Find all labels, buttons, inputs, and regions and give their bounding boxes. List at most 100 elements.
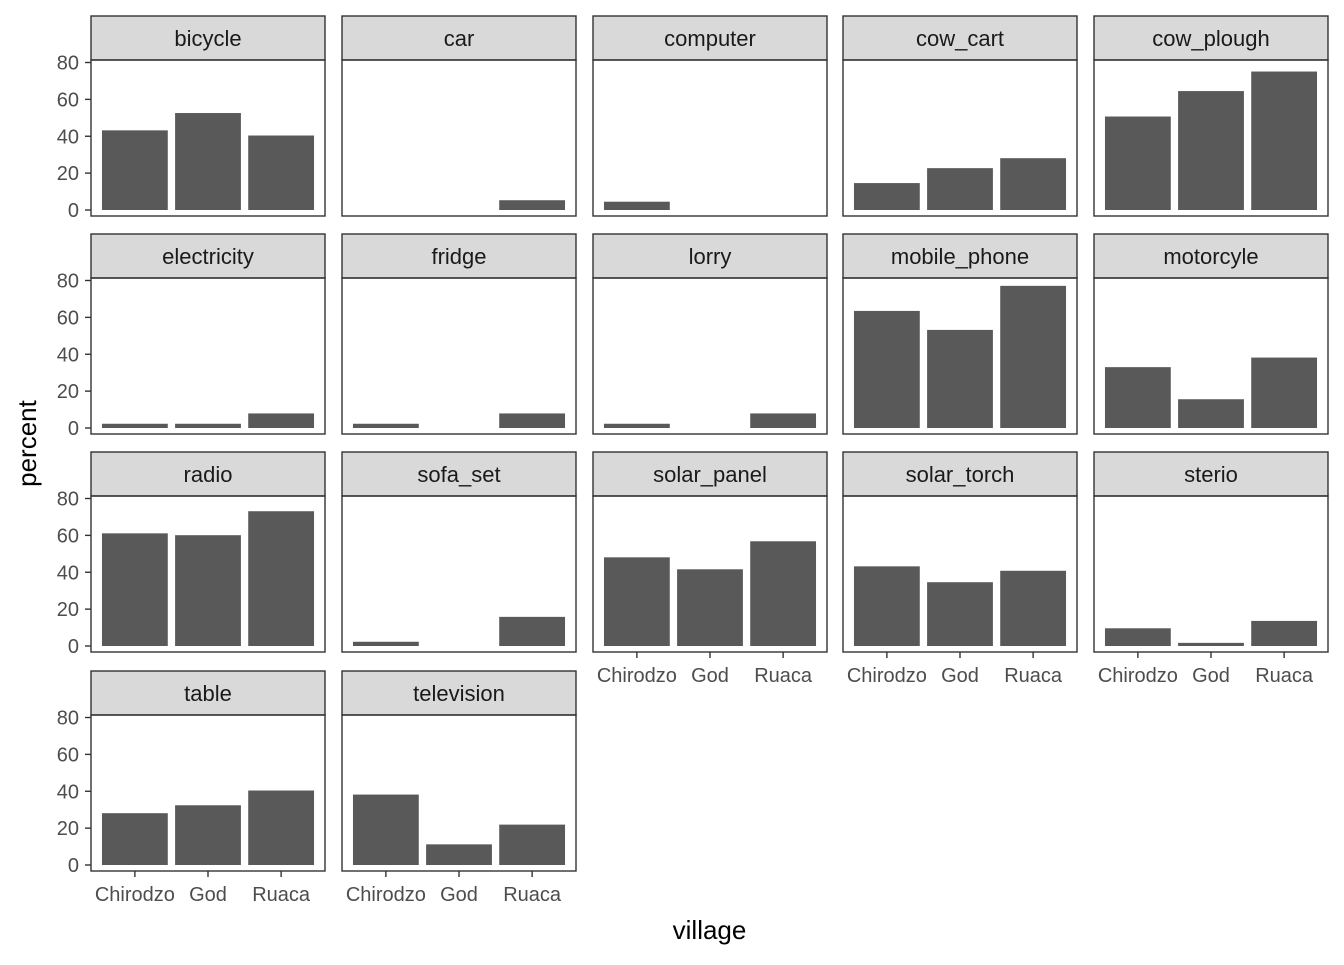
x-tick-label: God	[941, 665, 979, 687]
facet-strip	[842, 451, 1078, 497]
bar	[853, 310, 920, 428]
panel-border	[341, 495, 577, 653]
bar	[101, 533, 168, 646]
panel-border	[842, 277, 1078, 435]
bar	[1178, 91, 1244, 210]
y-tick-label: 20	[57, 163, 79, 185]
y-tick-label: 40	[57, 344, 79, 366]
x-tick-label: Ruaca	[1004, 665, 1063, 687]
bar	[352, 423, 419, 428]
facet-strip	[90, 670, 326, 716]
x-tick-label: Chirodzo	[346, 884, 426, 906]
y-tick-label: 20	[57, 381, 79, 403]
facet-strip	[592, 451, 828, 497]
x-tick-label: Ruaca	[252, 884, 311, 906]
y-tick-label: 80	[57, 489, 79, 511]
facet-strip-label: mobile_phone	[891, 244, 1029, 269]
panel-border	[1093, 277, 1329, 435]
bar	[248, 511, 315, 646]
facet-strip	[341, 233, 577, 279]
x-tick-label: God	[691, 665, 729, 687]
bar	[1000, 285, 1067, 428]
facet-strip	[592, 15, 828, 61]
y-tick-label: 0	[68, 636, 79, 658]
x-tick-label: Ruaca	[754, 665, 813, 687]
bar	[426, 844, 492, 865]
y-tick-label: 80	[57, 271, 79, 293]
bar	[248, 790, 315, 865]
x-tick-label: Chirodzo	[847, 665, 927, 687]
y-tick-label: 80	[57, 53, 79, 75]
bar	[603, 201, 670, 210]
facet-strip-label: solar_panel	[653, 462, 767, 487]
x-tick-label: God	[440, 884, 478, 906]
bar	[1251, 357, 1318, 428]
bar	[499, 413, 566, 428]
facet-strip	[1093, 451, 1329, 497]
bar	[175, 113, 241, 210]
bar	[175, 535, 241, 646]
panel-border	[90, 59, 326, 217]
facet-strip	[341, 451, 577, 497]
bar	[927, 582, 993, 646]
bar	[750, 541, 817, 646]
y-tick-label: 20	[57, 818, 79, 840]
facet-strip-label: bicycle	[174, 26, 241, 51]
facet-strip	[90, 233, 326, 279]
x-tick-label: God	[189, 884, 227, 906]
bar	[927, 329, 993, 428]
facet-strip	[842, 15, 1078, 61]
y-tick-label: 60	[57, 307, 79, 329]
y-tick-label: 40	[57, 781, 79, 803]
facet-strip-label: radio	[184, 462, 233, 487]
y-tick-label: 0	[68, 418, 79, 440]
bar	[1104, 367, 1171, 428]
facet-strip	[90, 15, 326, 61]
panel-border	[341, 277, 577, 435]
panel-border	[592, 277, 828, 435]
facet-strip-label: sofa_set	[417, 462, 500, 487]
facet-strip-label: computer	[664, 26, 756, 51]
y-tick-label: 60	[57, 89, 79, 111]
x-tick-label: Chirodzo	[1098, 665, 1178, 687]
bar	[1251, 620, 1318, 646]
y-tick-label: 20	[57, 599, 79, 621]
x-tick-label: Ruaca	[503, 884, 562, 906]
bar	[677, 569, 743, 646]
bar	[603, 557, 670, 646]
y-tick-label: 40	[57, 126, 79, 148]
facet-strip-label: table	[184, 681, 232, 706]
panel-border	[341, 59, 577, 217]
facet-strip-label: sterio	[1184, 462, 1238, 487]
y-tick-label: 80	[57, 708, 79, 730]
y-tick-label: 60	[57, 525, 79, 547]
x-tick-label: Chirodzo	[597, 665, 677, 687]
y-tick-label: 40	[57, 562, 79, 584]
facet-strip-label: electricity	[162, 244, 254, 269]
bar	[1178, 399, 1244, 428]
bar	[1104, 628, 1171, 646]
bar	[499, 200, 566, 210]
bar	[352, 641, 419, 646]
y-axis-title: percent	[12, 399, 42, 486]
bar	[352, 794, 419, 865]
x-axis-title: village	[673, 915, 747, 945]
bar	[750, 413, 817, 428]
bar	[499, 616, 566, 646]
x-tick-label: God	[1192, 665, 1230, 687]
facet-strip-label: television	[413, 681, 505, 706]
facet-strip-label: fridge	[431, 244, 486, 269]
facet-strip-label: cow_plough	[1152, 26, 1269, 51]
facet-strip	[341, 15, 577, 61]
x-tick-label: Chirodzo	[95, 884, 175, 906]
bar	[927, 168, 993, 210]
bar	[248, 135, 315, 210]
bar	[853, 183, 920, 210]
panel-border	[842, 59, 1078, 217]
facet-strip-label: solar_torch	[906, 462, 1015, 487]
facet-strip-label: car	[444, 26, 475, 51]
panel-border	[592, 59, 828, 217]
bar	[175, 423, 241, 428]
bar	[1000, 570, 1067, 646]
y-tick-label: 0	[68, 200, 79, 222]
